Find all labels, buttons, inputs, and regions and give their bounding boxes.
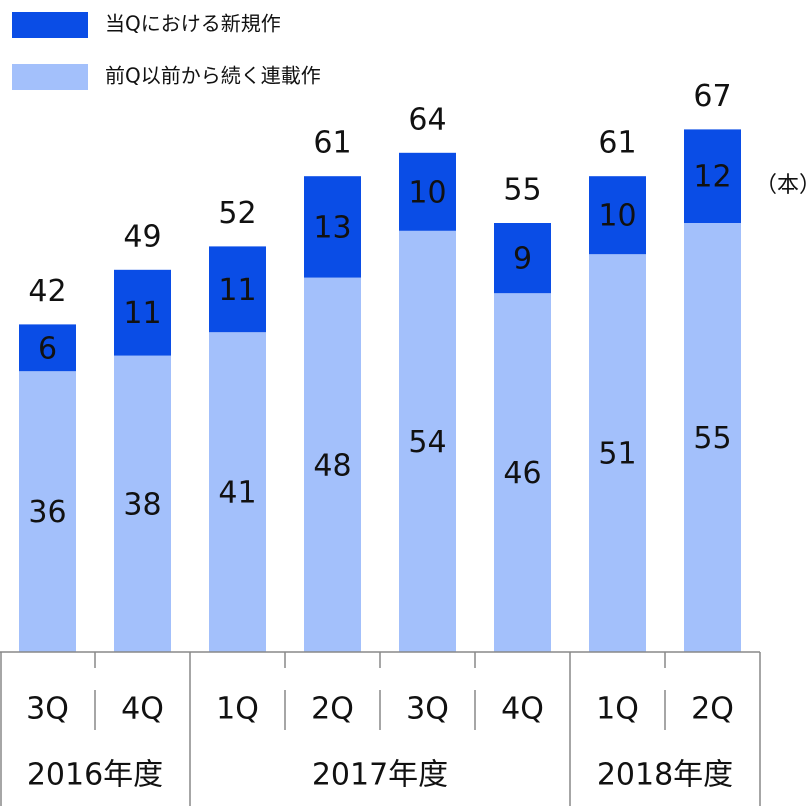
bar-segment: [494, 293, 551, 652]
segment-label: 46: [503, 456, 541, 491]
bar-segment: [589, 254, 646, 652]
unit-label: （本）: [755, 173, 809, 198]
segment-label: 55: [693, 421, 731, 456]
x-tick-label: 1Q: [596, 692, 639, 727]
bar-segment: [399, 152, 456, 231]
bar-segment: [589, 176, 646, 255]
total-label: 52: [218, 196, 256, 231]
legend-swatch: [12, 12, 88, 38]
x-tick-label: 4Q: [121, 692, 164, 727]
bar-segment: [304, 277, 361, 652]
x-tick-label: 3Q: [26, 692, 69, 727]
x-tick-label: 1Q: [216, 692, 259, 727]
segment-label: 9: [513, 242, 532, 277]
segment-label: 10: [598, 199, 636, 234]
bar-segment: [494, 223, 551, 294]
total-label: 42: [28, 274, 66, 309]
bar-segment: [684, 223, 741, 652]
segment-label: 11: [123, 296, 161, 331]
total-label: 55: [503, 173, 541, 208]
bar-segment: [19, 324, 76, 372]
bar-segment: [19, 371, 76, 652]
total-label: 61: [598, 126, 636, 161]
total-label: 61: [313, 126, 351, 161]
segment-label: 51: [598, 437, 636, 472]
x-tick-label: 4Q: [501, 692, 544, 727]
total-label: 67: [693, 79, 731, 114]
group-label: 2016年度: [27, 758, 163, 793]
total-label: 49: [123, 219, 161, 254]
bar-segment: [114, 355, 171, 652]
x-tick-label: 2Q: [691, 692, 734, 727]
segment-label: 12: [693, 160, 731, 195]
segment-label: 13: [313, 210, 351, 245]
group-label: 2018年度: [597, 758, 733, 793]
segment-label: 48: [313, 448, 351, 483]
bar-segment: [209, 332, 266, 652]
segment-label: 38: [123, 487, 161, 522]
bar-segment: [209, 246, 266, 333]
segment-label: 6: [38, 331, 57, 366]
legend-swatch: [12, 64, 88, 90]
total-label: 64: [408, 102, 446, 137]
x-tick-label: 2Q: [311, 692, 354, 727]
x-tick-label: 3Q: [406, 692, 449, 727]
legend-label: 当Qにおける新規作: [105, 12, 281, 36]
segment-label: 36: [28, 495, 66, 530]
bar-segment: [114, 269, 171, 356]
segment-label: 41: [218, 476, 256, 511]
segment-label: 11: [218, 273, 256, 308]
segment-label: 54: [408, 425, 446, 460]
group-label: 2017年度: [312, 758, 448, 793]
bar-segment: [399, 230, 456, 653]
bar-segment: [304, 176, 361, 278]
legend-label: 前Q以前から続く連載作: [105, 64, 321, 88]
bar-segment: [684, 129, 741, 223]
segment-label: 10: [408, 175, 446, 210]
